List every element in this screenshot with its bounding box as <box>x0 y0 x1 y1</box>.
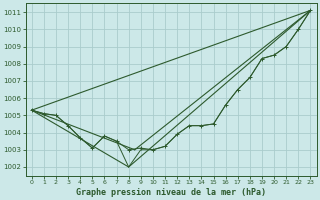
X-axis label: Graphe pression niveau de la mer (hPa): Graphe pression niveau de la mer (hPa) <box>76 188 266 197</box>
